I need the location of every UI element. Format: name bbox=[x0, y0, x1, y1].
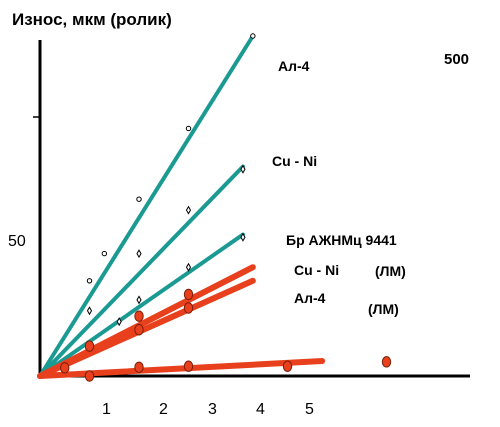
series-label-al4: Ал-4 bbox=[278, 58, 310, 74]
data-point bbox=[136, 196, 142, 202]
data-point bbox=[381, 356, 392, 368]
data-point bbox=[240, 232, 246, 242]
data-point bbox=[136, 295, 142, 305]
data-point bbox=[282, 360, 293, 372]
data-point bbox=[240, 164, 246, 174]
data-point bbox=[136, 249, 142, 259]
data-point bbox=[86, 278, 93, 284]
series-layer bbox=[37, 33, 392, 382]
corner-label: 500 bbox=[444, 51, 469, 68]
data-point bbox=[116, 317, 122, 327]
series-tag-al4-lm: (ЛМ) bbox=[368, 301, 399, 317]
data-point bbox=[185, 262, 192, 272]
x-tick-label: 3 bbox=[208, 401, 217, 418]
series-line bbox=[38, 232, 245, 378]
series-label-al4-lm: Ал-4 bbox=[294, 290, 326, 306]
data-point bbox=[250, 33, 256, 39]
series-label-bronze: Бр АЖНМц 9441 bbox=[286, 232, 397, 248]
series-line bbox=[38, 164, 245, 378]
y-tick-label: 50 bbox=[8, 233, 26, 250]
data-point bbox=[134, 310, 144, 322]
data-point bbox=[183, 288, 194, 301]
series-tag-cuni-lm: (ЛМ) bbox=[375, 263, 406, 279]
data-point bbox=[101, 250, 108, 257]
y-axis-title: Износ, мкм (ролик) bbox=[12, 10, 172, 29]
series-line bbox=[37, 277, 256, 379]
x-tick-label: 1 bbox=[102, 401, 111, 418]
x-tick-label: 4 bbox=[256, 401, 265, 418]
data-point bbox=[84, 370, 95, 382]
data-point bbox=[60, 362, 70, 374]
data-point bbox=[185, 125, 192, 132]
series-label-cuni-lm: Cu - Ni bbox=[294, 262, 339, 278]
data-point bbox=[84, 340, 95, 352]
series-line bbox=[38, 34, 255, 378]
data-point bbox=[185, 205, 192, 215]
x-tick-label: 2 bbox=[159, 401, 168, 418]
x-tick-label: 5 bbox=[305, 401, 314, 418]
data-point bbox=[134, 324, 144, 336]
data-point bbox=[183, 360, 194, 372]
data-point bbox=[134, 361, 144, 373]
series-line bbox=[37, 358, 326, 379]
data-point bbox=[183, 302, 194, 314]
series-label-cuni: Cu - Ni bbox=[272, 153, 317, 169]
data-point bbox=[86, 306, 93, 316]
